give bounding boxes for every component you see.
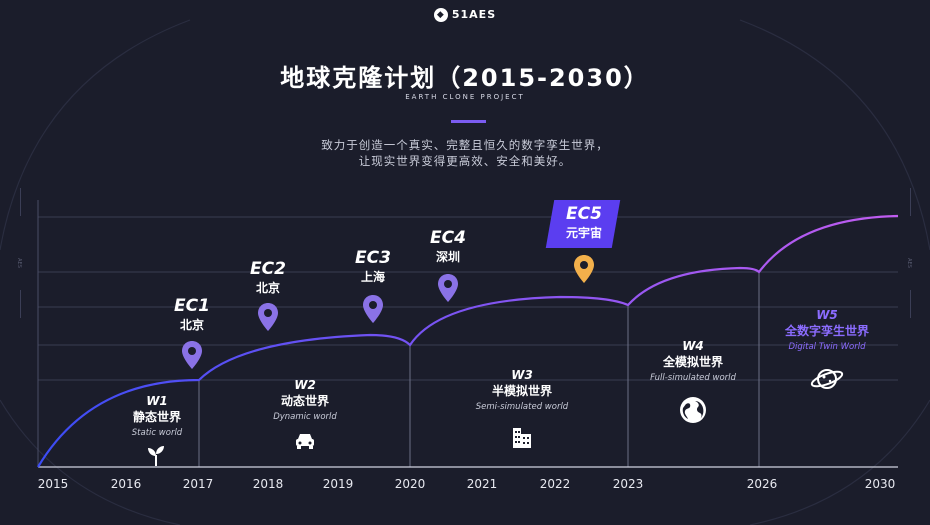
milestone-ec4: EC4 深圳	[430, 228, 466, 265]
planet-icon	[810, 369, 844, 389]
logo-icon: ◆	[433, 8, 448, 22]
right-side-tick	[910, 188, 911, 216]
milestone-city: 北京	[179, 318, 205, 332]
milestone-city: 上海	[360, 270, 386, 284]
milestone-city: 深圳	[435, 250, 461, 264]
year-label-2016: 2016	[110, 477, 142, 491]
stage-name-cn: 半模拟世界	[491, 384, 552, 398]
stage-name-en: Digital Twin World	[788, 342, 866, 352]
description-line-1: 致力于创造一个真实、完整且恒久的数字孪生世界，	[321, 138, 609, 152]
milestone-ec3: EC3 上海	[355, 248, 391, 285]
year-label-2021: 2021	[466, 477, 498, 491]
right-side-tick-2	[910, 290, 911, 318]
grid-lines	[38, 216, 898, 381]
location-pin-icon	[363, 295, 383, 323]
stage-dividers	[198, 272, 760, 467]
stage-w5: W5 全数字孪生世界 Digital Twin World	[785, 308, 869, 352]
stage-name-en: Semi-simulated world	[475, 402, 569, 412]
stage-name-en: Full-simulated world	[650, 373, 736, 383]
growth-curve	[37, 214, 899, 468]
page-subtitle: EARTH CLONE PROJECT	[405, 93, 525, 101]
description: 致力于创造一个真实、完整且恒久的数字孪生世界， 让现实世界变得更高效、安全和美好…	[0, 137, 930, 169]
stage-w1: W1 静态世界 Static world	[132, 394, 182, 438]
milestone-ec2: EC2 北京	[250, 259, 286, 296]
left-side-tick	[20, 188, 21, 216]
year-label-2019: 2019	[322, 477, 354, 491]
stage-name-cn: 静态世界	[132, 410, 182, 424]
stage-code: W2	[294, 378, 316, 392]
page-title: 地球克隆计划（2015-2030）	[280, 64, 650, 92]
milestone-code: EC1	[174, 296, 210, 316]
milestone-city: 北京	[255, 281, 281, 295]
stage-w2: W2 动态世界 Dynamic world	[273, 378, 337, 422]
brand-logo: ◆ 51AES	[0, 8, 930, 22]
logo-text: 51AES	[451, 8, 497, 21]
year-label-2026: 2026	[746, 477, 778, 491]
description-line-2: 让现实世界变得更高效、安全和美好。	[358, 154, 572, 168]
car-icon	[296, 434, 314, 449]
year-label-2017: 2017	[182, 477, 214, 491]
milestone-code: EC2	[250, 259, 286, 279]
location-pin-icon	[438, 274, 458, 302]
year-label-2018: 2018	[252, 477, 284, 491]
stage-code: W1	[146, 394, 168, 408]
milestone-code: EC3	[355, 248, 391, 268]
title-divider	[451, 120, 486, 123]
milestone-city: 元宇宙	[565, 226, 603, 240]
stage-name-en: Dynamic world	[273, 412, 337, 422]
stage-name-en: Static world	[131, 428, 183, 438]
location-pin-icon	[182, 341, 202, 369]
stage-name-cn: 全数字孪生世界	[784, 324, 870, 338]
year-label-2023: 2023	[612, 477, 644, 491]
left-side-tick-2	[20, 290, 21, 318]
stage-code: W4	[682, 339, 704, 353]
stage-code: W5	[816, 308, 838, 322]
stage-code: W3	[511, 368, 533, 382]
milestone-ec1: EC1 北京	[174, 296, 210, 333]
stage-w3: W3 半模拟世界 Semi-simulated world	[476, 368, 568, 412]
globe-icon	[680, 397, 706, 423]
sprout-icon	[148, 446, 164, 466]
milestone-code: EC4	[430, 228, 466, 248]
milestone-ec5: EC5 元宇宙	[566, 204, 602, 241]
location-pin-icon	[258, 303, 278, 331]
location-pin-orange-icon	[574, 255, 594, 283]
year-label-2015: 2015	[37, 477, 69, 491]
milestone-code: EC5	[566, 204, 602, 224]
year-label-2030: 2030	[864, 477, 896, 491]
year-label-2020: 2020	[394, 477, 426, 491]
year-label-2022: 2022	[539, 477, 571, 491]
buildings-icon	[513, 428, 531, 448]
stage-name-cn: 全模拟世界	[662, 355, 724, 369]
stage-w4: W4 全模拟世界 Full-simulated world	[650, 339, 736, 383]
stage-name-cn: 动态世界	[280, 394, 329, 408]
